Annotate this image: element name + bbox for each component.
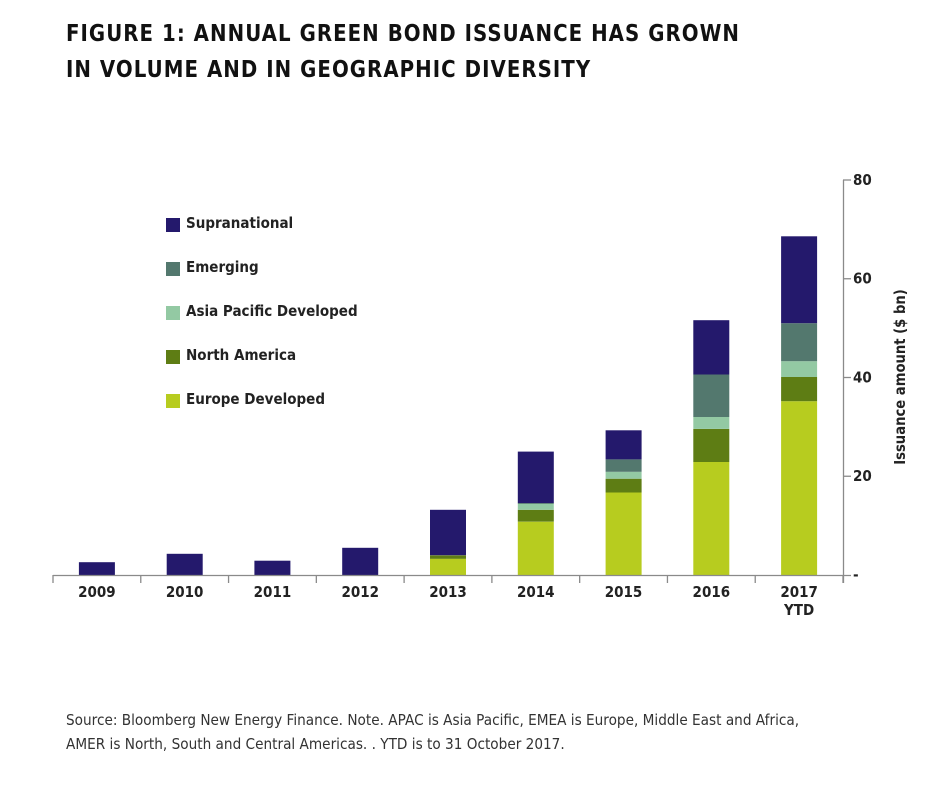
legend-label: Emerging bbox=[186, 258, 259, 276]
legend-item-supranational: Supranational bbox=[166, 214, 377, 258]
bar-segment-asia-pacific-developed-2017-ytd bbox=[781, 361, 818, 377]
chart-legend: Supranational Emerging Asia Pacific Develo… bbox=[166, 214, 377, 434]
bar-segment-asia-pacific-developed-2016 bbox=[693, 417, 730, 429]
x-tick-label: 2013 bbox=[429, 584, 467, 601]
footnote-line-1: Source: Bloomberg New Energy Finance. No… bbox=[66, 711, 800, 729]
legend-swatch bbox=[166, 394, 180, 408]
bar-segment-north-america-2016 bbox=[693, 428, 730, 462]
bar-segment-europe-developed-2017-ytd bbox=[781, 401, 818, 575]
legend-swatch bbox=[166, 218, 180, 232]
legend-item-europe-developed: Europe Developed bbox=[166, 390, 377, 434]
footnote-line-2: AMER is North, South and Central America… bbox=[66, 735, 565, 753]
y-tick-label: 20 bbox=[853, 469, 872, 486]
legend-label: Supranational bbox=[186, 214, 294, 232]
x-tick-label: 2014 bbox=[517, 584, 555, 601]
bar-segment-europe-developed-2014 bbox=[517, 521, 554, 575]
legend-label: Europe Developed bbox=[186, 390, 325, 408]
legend-label: Asia Pacific Developed bbox=[186, 302, 358, 320]
x-tick-label: 2016 bbox=[693, 584, 731, 601]
bar-segment-supranational-2013 bbox=[430, 509, 466, 556]
legend-swatch bbox=[166, 262, 180, 276]
legend-item-asia-pacific-developed: Asia Pacific Developed bbox=[166, 302, 377, 346]
x-tick-label: 2009 bbox=[78, 584, 116, 601]
bar-segment-emerging-2017-ytd bbox=[781, 323, 818, 362]
legend-swatch bbox=[166, 306, 180, 320]
bar-segment-europe-developed-2016 bbox=[693, 461, 730, 575]
bar-segment-supranational-2009 bbox=[78, 562, 115, 575]
x-tick-label: 2015 bbox=[605, 584, 643, 601]
bar-segment-emerging-2014 bbox=[517, 502, 554, 504]
title-line-2: IN VOLUME AND IN GEOGRAPHIC DIVERSITY bbox=[66, 57, 592, 83]
bar-segment-supranational-2017-ytd bbox=[781, 236, 818, 324]
legend-swatch bbox=[166, 350, 180, 364]
bar-segment-europe-developed-2013 bbox=[430, 558, 466, 575]
x-tick-label: YTD bbox=[783, 602, 814, 619]
x-tick-label: 2017 bbox=[780, 584, 818, 601]
bar-segment-europe-developed-2015 bbox=[605, 492, 642, 575]
bar-segment-supranational-2014 bbox=[517, 451, 554, 503]
bar-segment-supranational-2010 bbox=[166, 553, 203, 575]
bar-segment-supranational-2016 bbox=[693, 320, 730, 375]
title-line-1: FIGURE 1: ANNUAL GREEN BOND ISSUANCE HAS… bbox=[66, 21, 741, 47]
source-footnote: Source: Bloomberg New Energy Finance. No… bbox=[66, 708, 799, 756]
y-tick-label: 80 bbox=[853, 172, 872, 189]
bar-segment-north-america-2013 bbox=[430, 555, 466, 559]
bar-segment-asia-pacific-developed-2015 bbox=[605, 471, 642, 479]
legend-label: North America bbox=[186, 346, 297, 364]
y-tick-label: 60 bbox=[853, 271, 872, 288]
bar-segment-supranational-2012 bbox=[342, 547, 379, 575]
x-tick-label: 2010 bbox=[166, 584, 204, 601]
bar-segment-emerging-2015 bbox=[605, 459, 642, 472]
y-tick-label: 40 bbox=[853, 370, 872, 387]
bar-segment-emerging-2016 bbox=[693, 374, 730, 417]
y-axis-title: Issuance amount ($ bn) bbox=[892, 289, 909, 465]
legend-item-emerging: Emerging bbox=[166, 258, 377, 302]
bar-segment-north-america-2017-ytd bbox=[781, 377, 818, 402]
bar-segment-supranational-2011 bbox=[254, 560, 291, 575]
x-tick-label: 2012 bbox=[341, 584, 379, 601]
figure-title: FIGURE 1: ANNUAL GREEN BOND ISSUANCE HAS… bbox=[66, 16, 740, 88]
x-tick-label: 2011 bbox=[254, 584, 292, 601]
bar-segment-supranational-2015 bbox=[605, 430, 642, 460]
bar-segment-north-america-2014 bbox=[517, 509, 554, 522]
legend-item-north-america: North America bbox=[166, 346, 377, 390]
bar-segment-asia-pacific-developed-2014 bbox=[517, 503, 554, 510]
y-tick-label: - bbox=[853, 567, 859, 584]
bar-segment-north-america-2015 bbox=[605, 478, 642, 493]
